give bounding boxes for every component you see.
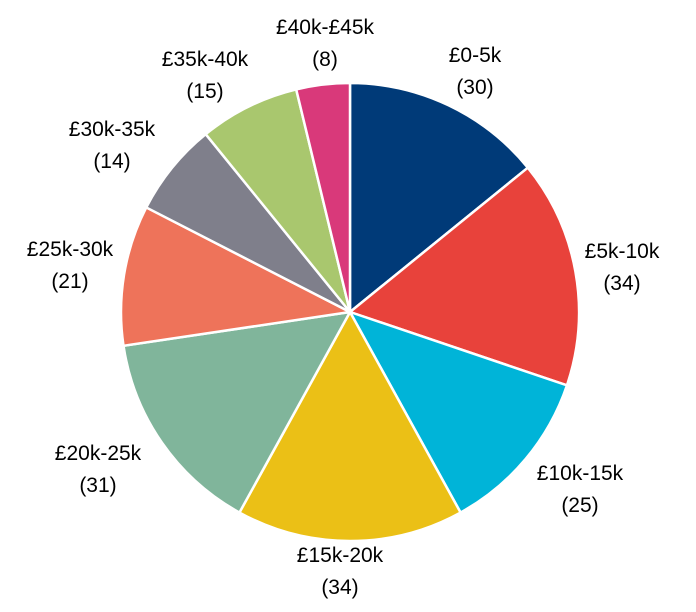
slice-label-2: £10k-15k	[537, 462, 624, 485]
slice-label-4: £20k-25k	[55, 442, 142, 465]
slice-value-label-7: (15)	[186, 80, 223, 103]
slice-value-label-0: (30)	[456, 76, 493, 99]
slice-label-1: £5k-10k	[585, 240, 660, 263]
slice-value-label-4: (31)	[79, 474, 116, 497]
pie-slice-2	[348, 310, 569, 514]
slice-label-3: £15k-20k	[297, 544, 384, 567]
pie-slice-7	[204, 88, 352, 314]
pie-slice-3	[238, 310, 462, 543]
pie-slice-0	[348, 81, 530, 314]
slice-value-label-5: (21)	[51, 270, 88, 293]
slice-label-6: £30k-35k	[69, 118, 156, 141]
slice-value-label-2: (25)	[561, 494, 598, 517]
slice-value-label-1: (34)	[603, 272, 640, 295]
slice-label-5: £25k-30k	[27, 238, 114, 261]
pie-slice-4	[122, 310, 352, 514]
slice-value-label-6: (14)	[93, 150, 130, 173]
slice-value-label-8: (8)	[312, 48, 338, 71]
pie-slice-8	[294, 81, 352, 314]
slice-label-0: £0-5k	[449, 44, 502, 67]
slice-value-label-3: (34)	[321, 576, 358, 599]
slice-label-7: £35k-40k	[162, 48, 249, 71]
slice-label-8: £40k-£45k	[276, 16, 375, 39]
pie-slice-5	[119, 206, 352, 348]
